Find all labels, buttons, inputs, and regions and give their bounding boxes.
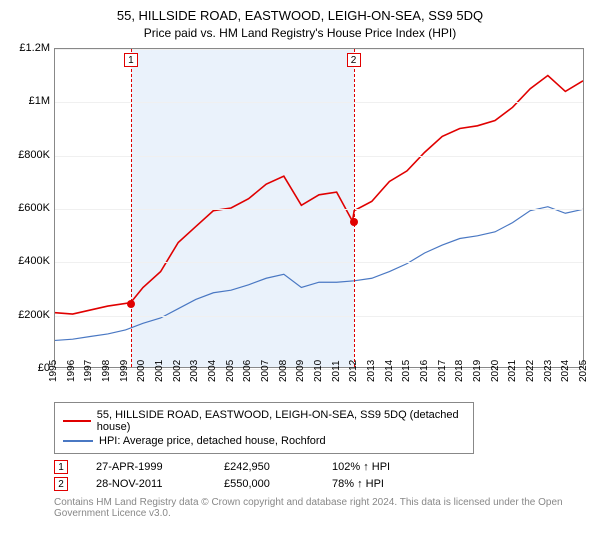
transaction-price: £550,000 (224, 478, 304, 490)
x-tick-label: 2022 (525, 360, 536, 382)
x-tick-label: 2008 (278, 360, 289, 382)
plot-area: 12 (54, 48, 584, 368)
marker-dot (350, 218, 358, 226)
x-tick-label: 2014 (384, 360, 395, 382)
x-tick-label: 2006 (242, 360, 253, 382)
marker-line (131, 49, 132, 367)
marker-line (354, 49, 355, 367)
legend-label: 55, HILLSIDE ROAD, EASTWOOD, LEIGH-ON-SE… (97, 409, 465, 433)
transactions-table: 1 27-APR-1999 £242,950 102% ↑ HPI 2 28-NOV-20… (54, 460, 580, 491)
transaction-date: 27-APR-1999 (96, 461, 196, 473)
marker-label: 2 (347, 53, 361, 67)
x-tick-label: 2000 (136, 360, 147, 382)
x-tick-label: 2012 (348, 360, 359, 382)
chart: £0£200K£400K£600K£800K£1M£1.2M 12 199519… (10, 48, 590, 398)
attribution: Contains HM Land Registry data © Crown c… (54, 497, 580, 519)
x-axis: 1995199619971998199920002001200220032004… (54, 368, 584, 398)
x-tick-label: 2003 (189, 360, 200, 382)
legend-item: HPI: Average price, detached house, Roch… (63, 435, 465, 447)
legend-swatch (63, 420, 91, 422)
chart-title: 55, HILLSIDE ROAD, EASTWOOD, LEIGH-ON-SE… (10, 8, 590, 23)
x-tick-label: 2002 (172, 360, 183, 382)
transaction-row: 2 28-NOV-2011 £550,000 78% ↑ HPI (54, 477, 580, 491)
x-tick-label: 1999 (119, 360, 130, 382)
x-tick-label: 2010 (313, 360, 324, 382)
series-line (55, 76, 583, 315)
x-tick-label: 2009 (295, 360, 306, 382)
x-tick-label: 1998 (101, 360, 112, 382)
x-tick-label: 2015 (401, 360, 412, 382)
transaction-marker: 1 (54, 460, 68, 474)
transaction-row: 1 27-APR-1999 £242,950 102% ↑ HPI (54, 460, 580, 474)
x-tick-label: 2007 (260, 360, 271, 382)
x-tick-label: 2023 (543, 360, 554, 382)
y-tick-label: £600K (18, 202, 50, 214)
marker-dot (127, 300, 135, 308)
y-tick-label: £200K (18, 309, 50, 321)
marker-label: 1 (124, 53, 138, 67)
x-tick-label: 2020 (490, 360, 501, 382)
legend-swatch (63, 440, 93, 442)
x-tick-label: 2004 (207, 360, 218, 382)
line-series (55, 49, 583, 367)
y-tick-label: £1M (29, 95, 50, 107)
transaction-price: £242,950 (224, 461, 304, 473)
series-line (55, 207, 583, 341)
y-tick-label: £800K (18, 149, 50, 161)
x-tick-label: 2011 (331, 360, 342, 382)
transaction-pct: 102% ↑ HPI (332, 461, 432, 473)
x-tick-label: 2024 (560, 360, 571, 382)
x-tick-label: 1997 (83, 360, 94, 382)
transaction-pct: 78% ↑ HPI (332, 478, 432, 490)
chart-subtitle: Price paid vs. HM Land Registry's House … (10, 26, 590, 40)
legend: 55, HILLSIDE ROAD, EASTWOOD, LEIGH-ON-SE… (54, 402, 474, 454)
x-tick-label: 2019 (472, 360, 483, 382)
x-tick-label: 2001 (154, 360, 165, 382)
transaction-marker: 2 (54, 477, 68, 491)
y-tick-label: £1.2M (19, 42, 50, 54)
x-tick-label: 1995 (48, 360, 59, 382)
x-tick-label: 2025 (578, 360, 589, 382)
legend-item: 55, HILLSIDE ROAD, EASTWOOD, LEIGH-ON-SE… (63, 409, 465, 433)
y-tick-label: £400K (18, 255, 50, 267)
y-axis: £0£200K£400K£600K£800K£1M£1.2M (10, 48, 54, 368)
x-tick-label: 2013 (366, 360, 377, 382)
transaction-date: 28-NOV-2011 (96, 478, 196, 490)
x-tick-label: 2005 (225, 360, 236, 382)
x-tick-label: 2018 (454, 360, 465, 382)
x-tick-label: 2016 (419, 360, 430, 382)
x-tick-label: 1996 (66, 360, 77, 382)
legend-label: HPI: Average price, detached house, Roch… (99, 435, 326, 447)
x-tick-label: 2017 (437, 360, 448, 382)
x-tick-label: 2021 (507, 360, 518, 382)
